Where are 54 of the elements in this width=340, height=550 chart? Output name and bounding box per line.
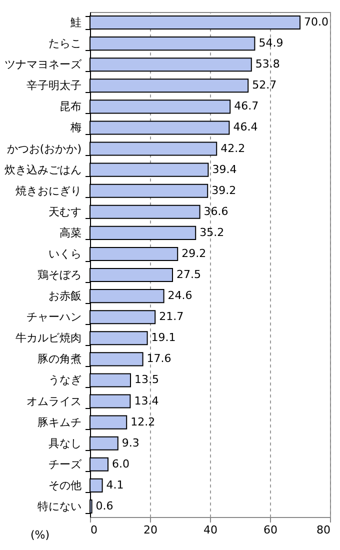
x-axis-title: (%) [30, 528, 50, 542]
data-label: 52.7 [252, 78, 277, 92]
data-label: 0.6 [96, 499, 114, 512]
data-label: 27.5 [176, 268, 201, 282]
y-tick-label: オムライス [26, 394, 82, 408]
y-tick-label: チャーハン [26, 310, 82, 324]
y-tick-label: かつお(おかか) [6, 142, 82, 156]
data-label: 9.3 [122, 436, 140, 450]
y-tick-label: 焼きおにぎり [16, 184, 82, 198]
y-tick-label: 鶏そぼろ [38, 268, 82, 282]
data-label: 42.2 [220, 142, 246, 155]
y-tick-label: うなぎ [48, 374, 82, 387]
x-tick-label: 80 [316, 524, 330, 536]
y-tick-label: その他 [48, 478, 82, 492]
y-tick-label: いくら [48, 247, 82, 260]
data-label: 29.2 [182, 246, 206, 260]
y-tick-label: 豚キムチ [38, 416, 82, 429]
data-label: 6.0 [112, 457, 130, 470]
data-label: 19.1 [151, 331, 176, 344]
y-tick-label: 特にない [38, 500, 82, 513]
data-label: 46.7 [234, 100, 259, 113]
y-tick-label: 昆布 [60, 100, 82, 114]
data-label: 36.6 [204, 204, 228, 218]
data-label: 17.6 [146, 352, 172, 366]
y-tick-label: たらこ [48, 37, 82, 50]
data-label: 13.4 [134, 394, 159, 408]
y-tick-label: 梅 [70, 121, 82, 134]
data-label: 39.2 [212, 184, 236, 197]
x-tick-label: 0 [90, 524, 98, 536]
x-tick-label: 20 [144, 524, 158, 536]
y-tick-label: 炊き込みごはん [4, 163, 82, 176]
x-tick-label: 60 [264, 524, 278, 536]
y-tick-label: チーズ [48, 458, 82, 471]
y-tick-label: 高菜 [60, 226, 82, 240]
y-tick-label: 牛カルビ焼肉 [16, 332, 82, 345]
y-tick-label: お赤飯 [48, 290, 82, 303]
y-tick-label: ツナマヨネーズ [4, 58, 82, 72]
data-label: 21.7 [159, 310, 184, 324]
y-tick-label: 鮭 [70, 16, 82, 30]
data-label: 12.2 [130, 415, 156, 428]
x-tick-label: 40 [204, 524, 218, 536]
data-label: 46.4 [233, 120, 258, 134]
data-label: 24.6 [168, 289, 192, 302]
data-label: 54.9 [258, 36, 284, 50]
y-tick-label: 豚の角煮 [38, 352, 82, 366]
data-label: 4.1 [106, 478, 124, 492]
data-label: 13.5 [134, 373, 159, 386]
data-label: 70.0 [304, 16, 328, 29]
data-label: 35.2 [200, 226, 224, 239]
y-tick-label: 辛子明太子 [26, 79, 82, 92]
y-tick-label: 天むす [48, 205, 82, 218]
data-label: 39.4 [212, 162, 237, 176]
data-label: 53.8 [255, 58, 280, 71]
y-tick-label: 具なし [48, 436, 82, 450]
